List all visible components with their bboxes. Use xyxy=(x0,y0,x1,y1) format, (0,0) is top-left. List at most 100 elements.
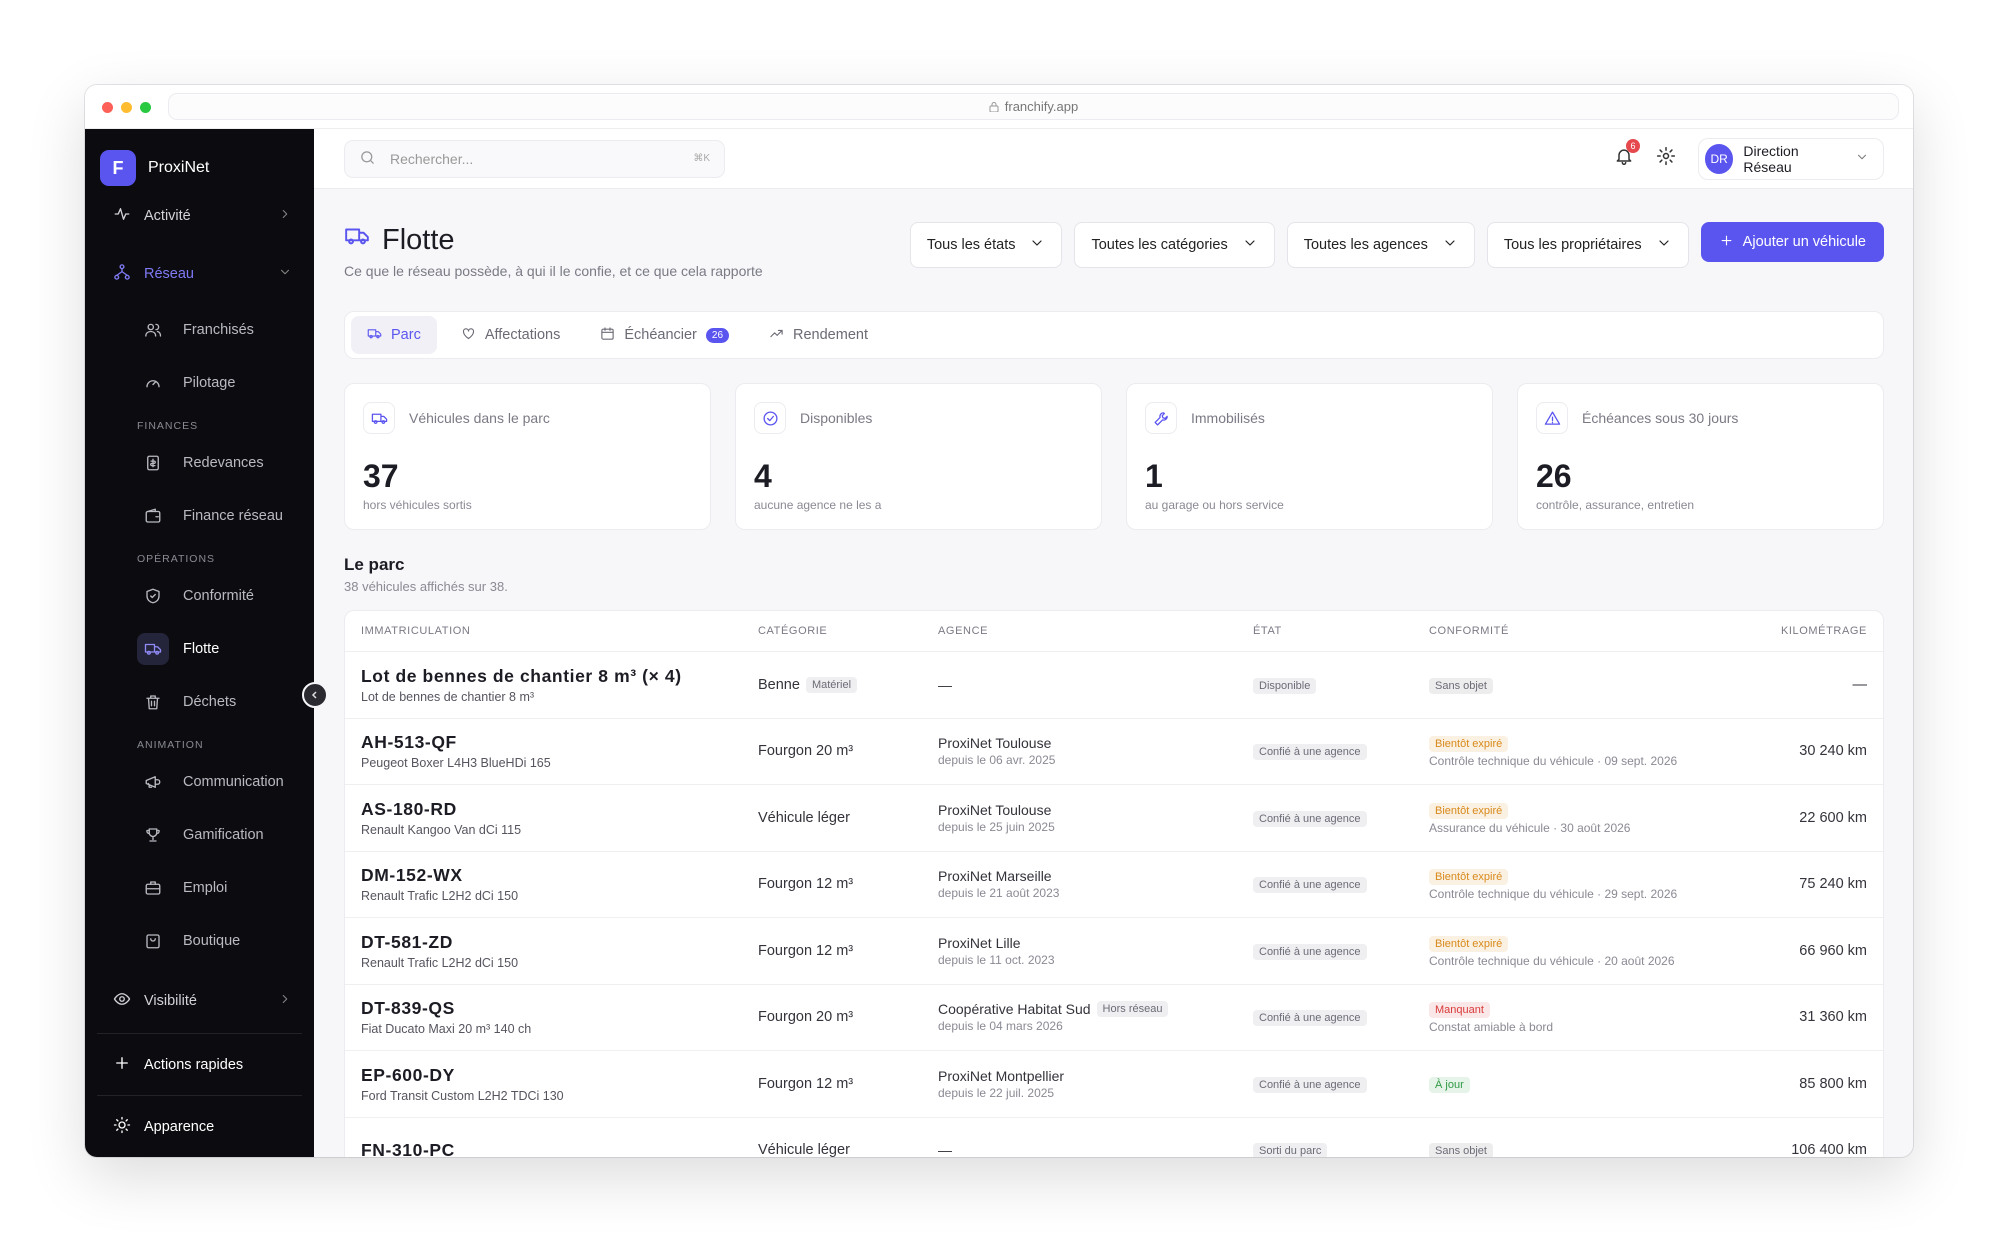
stat-card: Véhicules dans le parc 37 hors véhicules s… xyxy=(344,383,711,530)
stat-label: Échéances sous 30 jours xyxy=(1536,402,1865,434)
stat-note: au garage ou hors service xyxy=(1145,498,1284,512)
table-row[interactable]: EP-600-DY Ford Transit Custom L2H2 TDCi 1… xyxy=(345,1050,1883,1117)
vehicle-cell: AH-513-QF Peugeot Boxer L4H3 BlueHDi 165 xyxy=(361,732,758,770)
table-row[interactable]: Lot de bennes de chantier 8 m³ (× 4) Lot … xyxy=(345,651,1883,718)
tab[interactable]: Affectations xyxy=(445,316,577,354)
stat-label: Immobilisés xyxy=(1145,402,1474,434)
filter-dropdown[interactable]: Tous les états xyxy=(909,222,1063,268)
agency: ProxiNet Lille xyxy=(938,934,1021,951)
since: depuis le 22 juil. 2025 xyxy=(938,1085,1055,1100)
agency-cell: ProxiNet Toulouse depuis le 25 juin 2025 xyxy=(938,802,1253,834)
filters: Tous les états Toutes les catégories Toute… xyxy=(909,222,1884,279)
chevron xyxy=(278,265,292,283)
collapse-sidebar[interactable] xyxy=(302,682,328,708)
icon xyxy=(601,326,615,340)
nav-label: Pilotage xyxy=(183,374,236,391)
filter-dropdown[interactable]: Toutes les catégories xyxy=(1074,222,1275,268)
nav-subitem[interactable]: Emploi xyxy=(85,861,314,914)
minimize-dot[interactable] xyxy=(121,102,132,113)
nav-subitem[interactable]: Franchisés xyxy=(85,303,314,356)
nav-subitem[interactable]: Gamification xyxy=(85,808,314,861)
stat-card: Échéances sous 30 jours 26 contrôle, assur… xyxy=(1517,383,1884,530)
icon xyxy=(113,1054,131,1076)
category-cell: Véhicule léger xyxy=(758,810,938,826)
compliance-cell: À jour xyxy=(1429,1075,1759,1093)
icon xyxy=(1032,240,1043,246)
icon xyxy=(1614,149,1634,170)
icon xyxy=(114,208,130,220)
compliance-detail: Contrôle technique du véhicule · 20 août… xyxy=(1429,953,1675,968)
compliance-badge: Manquant xyxy=(1429,1002,1490,1019)
vehicle-cell: DT-581-ZD Renault Trafic L2H2 dCi 150 xyxy=(361,932,758,970)
icon xyxy=(1721,235,1732,245)
state-badge: Confié à une agence xyxy=(1253,877,1367,894)
agency-cell: ProxiNet Montpellier depuis le 22 juil. 2… xyxy=(938,1068,1253,1100)
nav-subitem[interactable]: Redevances xyxy=(85,436,314,489)
user-menu[interactable]: DR Direction Réseau xyxy=(1698,137,1884,180)
table-row[interactable]: DM-152-WX Renault Trafic L2H2 dCi 150 Four… xyxy=(345,850,1883,918)
agency-line: ProxiNet Montpellier xyxy=(938,1068,1253,1084)
tab[interactable]: Parc xyxy=(351,316,437,354)
close-dot[interactable] xyxy=(102,102,113,113)
appearance[interactable]: Apparence xyxy=(85,1096,314,1157)
stat-label: Disponibles xyxy=(754,402,1083,434)
compliance-cell: Bientôt expiré Contrôle technique du véhi… xyxy=(1429,734,1759,768)
table-row[interactable]: AH-513-QF Peugeot Boxer L4H3 BlueHDi 165 F… xyxy=(345,717,1883,785)
nav-label: Gamification xyxy=(183,826,264,843)
tab[interactable]: Échéancier 26 xyxy=(584,316,745,354)
tab[interactable]: Rendement xyxy=(753,316,884,354)
nav-subitem[interactable]: Boutique xyxy=(85,914,314,967)
title-block: Flotte Ce que le réseau possède, à qui il… xyxy=(344,222,763,280)
nav-subitem[interactable]: Conformité xyxy=(85,569,314,622)
filter-dropdown[interactable]: Tous les propriétaires xyxy=(1486,222,1689,268)
nav-icon xyxy=(137,367,169,399)
icon xyxy=(461,326,476,345)
plate: DM-152-WX xyxy=(361,865,463,886)
agency-cell: — xyxy=(938,1142,1253,1157)
notifications[interactable]: 6 xyxy=(1614,139,1640,171)
compliance-cell: Bientôt expiré Contrôle technique du véhi… xyxy=(1429,934,1759,968)
stat-label-text: Véhicules dans le parc xyxy=(409,410,550,426)
icon xyxy=(344,223,370,257)
compliance-detail: Contrôle technique du véhicule · 09 sept… xyxy=(1429,754,1678,769)
table-row[interactable]: DT-581-ZD Renault Trafic L2H2 dCi 150 Four… xyxy=(345,917,1883,984)
search-box[interactable]: Rechercher... ⌘K xyxy=(344,139,725,178)
maximize-dot[interactable] xyxy=(140,102,151,113)
brand-name: ProxiNet xyxy=(148,159,210,176)
nav-subitem[interactable]: Déchets xyxy=(85,675,314,728)
tab-badge: 26 xyxy=(705,327,730,343)
filter-dropdown[interactable]: Toutes les agences xyxy=(1286,222,1475,268)
state-cell: Confié à une agence xyxy=(1253,1008,1429,1027)
tab-label: Rendement xyxy=(793,327,868,343)
compliance-detail: Assurance du véhicule · 30 août 2026 xyxy=(1429,820,1631,835)
add-vehicle-button[interactable]: Ajouter un véhicule xyxy=(1700,222,1884,262)
nav-item[interactable]: Réseau xyxy=(85,245,314,303)
table-row[interactable]: FN-310-PC Véhicule léger — Sorti du parc San… xyxy=(345,1116,1883,1157)
icon xyxy=(146,933,160,948)
chevron xyxy=(278,992,292,1010)
table-row[interactable]: DT-839-QS Fiat Ducato Maxi 20 m³ 140 ch Fo… xyxy=(345,983,1883,1051)
title-text: Flotte xyxy=(382,223,455,256)
nav-subitem[interactable]: Finance réseau xyxy=(85,489,314,542)
model: Renault Kangoo Van dCi 115 xyxy=(361,822,522,837)
nav-item[interactable]: Activité xyxy=(85,187,314,245)
compliance-cell: Sans objet xyxy=(1429,1141,1759,1157)
table-row[interactable]: AS-180-RD Renault Kangoo Van dCi 115 Véhic… xyxy=(345,784,1883,851)
url-bar[interactable]: franchify.app xyxy=(168,93,1899,120)
quick-actions[interactable]: Actions rapides xyxy=(85,1034,314,1095)
nav-subitem[interactable]: Pilotage xyxy=(85,356,314,409)
nav-group-title: ANIMATION xyxy=(137,739,204,751)
icon xyxy=(145,323,162,337)
page-header: Flotte Ce que le réseau possède, à qui il… xyxy=(344,222,1884,279)
column-header: CATÉGORIE xyxy=(758,625,828,637)
settings[interactable] xyxy=(1656,146,1676,171)
app: F ProxiNet Activité Réseau Franchisés Pilotag… xyxy=(85,129,1913,1157)
category-cell: Fourgon 20 m³ xyxy=(758,743,938,759)
agency-line: — xyxy=(938,1142,1253,1157)
nav-icon xyxy=(137,686,169,718)
chevron-left xyxy=(311,691,317,699)
nav-subitem[interactable]: Communication xyxy=(85,755,314,808)
icon xyxy=(113,1116,131,1133)
nav-item[interactable]: Visibilité xyxy=(85,972,314,1030)
nav-subitem[interactable]: Flotte xyxy=(85,622,314,675)
